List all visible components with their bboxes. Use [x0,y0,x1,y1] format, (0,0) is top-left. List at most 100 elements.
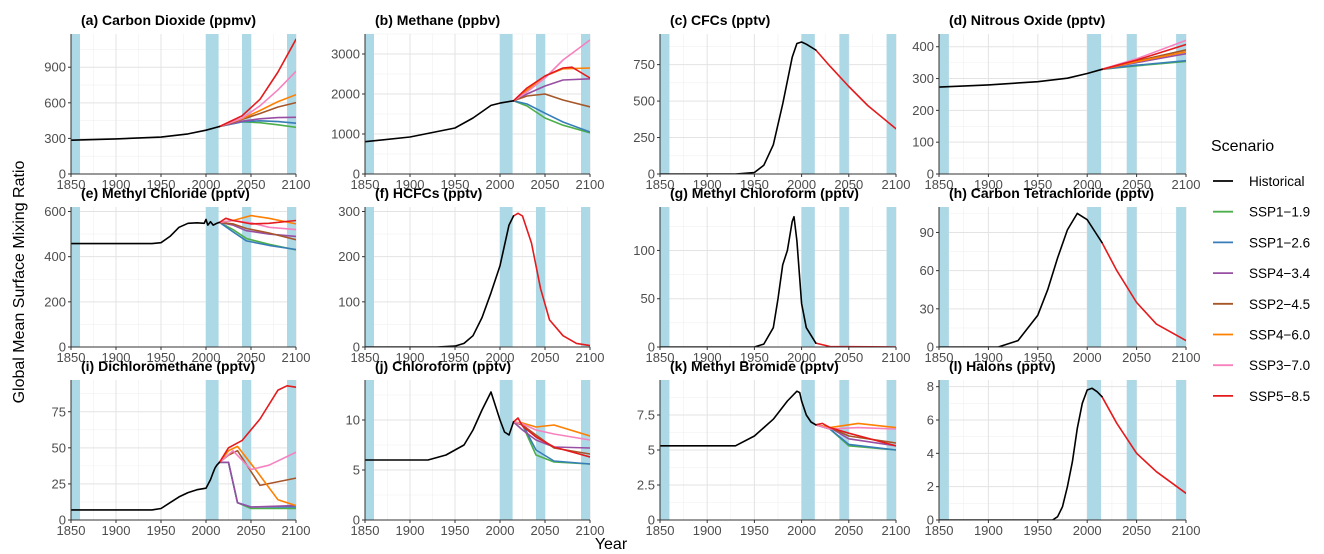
x-tick-label: 1900 [396,177,425,192]
y-tick-label: 3000 [331,47,360,62]
shaded-period [939,380,949,520]
series-line-historical [939,212,1103,347]
series-line-ssp4-3-4 [218,461,296,508]
series-line-historical [660,215,817,347]
y-tick-label: 90 [920,225,934,240]
x-tick-label: 1950 [1023,177,1052,192]
shaded-period [1176,34,1186,174]
x-tick-label: 1850 [57,177,86,192]
y-tick-label: 2000 [331,87,360,102]
series-line-ssp5-8-5 [512,417,590,458]
legend-entry: Historical [1213,174,1305,189]
panel-8: 1850 1900 1950 2000 2050 2100 0 30 60 90 (h) Carbo… [920,185,1201,365]
y-tick-label: 25 [52,476,66,491]
y-tick-label: 750 [633,57,655,72]
x-tick-label: 1900 [102,350,131,365]
shaded-period [1126,34,1137,174]
x-axis-title: Year [595,536,628,553]
shaded-period [536,380,545,520]
y-tick-label: 0 [648,167,655,182]
x-tick-label: 2100 [576,523,605,538]
y-tick-label: 100 [912,135,934,150]
shaded-period [660,207,670,347]
panel-1: 1850 1900 1950 2000 2050 2100 0 300 600 900 (a) Ca… [44,12,310,192]
shaded-period [365,207,374,347]
x-tick-label: 1850 [646,177,675,192]
legend-label: SSP1−1.9 [1249,205,1310,220]
x-tick-label: 1850 [646,350,675,365]
panel-6: 1850 1900 1950 2000 2050 2100 0 100 200 300 (f) HC… [338,185,604,365]
x-tick-label: 1950 [740,177,769,192]
legend-entry: SSP3−7.0 [1213,358,1310,373]
legend-entry: SSP1−2.6 [1213,235,1310,250]
x-tick-label: 1900 [974,177,1003,192]
panel-title: (b) Methane (ppbv) [375,12,500,28]
series-line-historical [660,390,817,447]
series-lines [71,385,296,511]
shaded-period [287,207,296,347]
y-tick-label: 200 [912,103,934,118]
x-tick-label: 2000 [192,523,221,538]
shaded-period [581,34,590,174]
shaded-period [500,207,513,347]
series-line-ssp4-3-4 [218,116,296,128]
series-line-ssp5-8-5 [815,422,896,447]
series-line-ssp5-8-5 [218,217,296,225]
series-lines [660,390,896,451]
legend-label: Historical [1249,174,1305,189]
series-lines [365,39,590,143]
x-tick-label: 1950 [740,523,769,538]
x-tick-label: 1900 [102,523,131,538]
y-tick-label: 0 [353,513,360,528]
x-tick-label: 2000 [486,523,515,538]
x-tick-label: 2100 [1172,177,1201,192]
x-tick-label: 2000 [486,350,515,365]
series-line-historical [365,391,515,461]
shaded-period [206,34,219,174]
shaded-period [839,380,849,520]
shaded-period [242,380,251,520]
x-tick-label: 2050 [531,177,560,192]
legend-entry: SSP4−6.0 [1213,328,1310,343]
x-tick-label: 2000 [787,177,816,192]
panel-4: 1850 1900 1950 2000 2050 2100 0 100 200 300 400 (d)… [912,12,1200,192]
legend-label: SSP5−8.5 [1249,389,1310,404]
shaded-period [1087,207,1102,347]
series-line-ssp1-2-6 [218,221,296,251]
x-tick-label: 1950 [441,177,470,192]
y-tick-label: 100 [633,243,655,258]
shaded-period [801,34,815,174]
panel-9: 1850 1900 1950 2000 2050 2100 0 25 50 75 (i) Dichl… [52,358,311,538]
shaded-period [1176,207,1186,347]
y-tick-label: 5 [353,463,360,478]
y-tick-label: 300 [44,131,66,146]
series-lines [365,391,590,465]
x-tick-label: 2100 [882,523,911,538]
y-tick-label: 200 [338,249,360,264]
legend-label: SSP2−4.5 [1249,297,1310,312]
x-tick-label: 2100 [1172,523,1201,538]
shaded-period [1126,380,1137,520]
x-tick-label: 2100 [282,523,311,538]
x-tick-label: 2050 [1122,177,1151,192]
x-tick-label: 2000 [787,350,816,365]
x-tick-label: 1850 [925,177,954,192]
y-tick-label: 300 [912,71,934,86]
y-tick-label: 0 [648,513,655,528]
y-tick-label: 0 [353,340,360,355]
series-lines [71,214,296,251]
x-tick-label: 2000 [192,177,221,192]
series-line-historical [71,125,221,141]
shaded-period [1087,34,1102,174]
legend-entry: SSP2−4.5 [1213,297,1310,312]
shaded-period [581,207,590,347]
series-line-ssp1-1-9 [512,100,590,134]
series-line-ssp5-8-5 [1101,43,1186,71]
series-line-ssp5-8-5 [218,38,296,128]
x-tick-label: 1900 [974,523,1003,538]
legend-label: SSP4−3.4 [1249,266,1311,281]
x-tick-label: 2050 [237,523,266,538]
y-tick-label: 2.5 [637,478,655,493]
legend-label: SSP3−7.0 [1249,358,1310,373]
y-tick-label: 900 [44,60,66,75]
